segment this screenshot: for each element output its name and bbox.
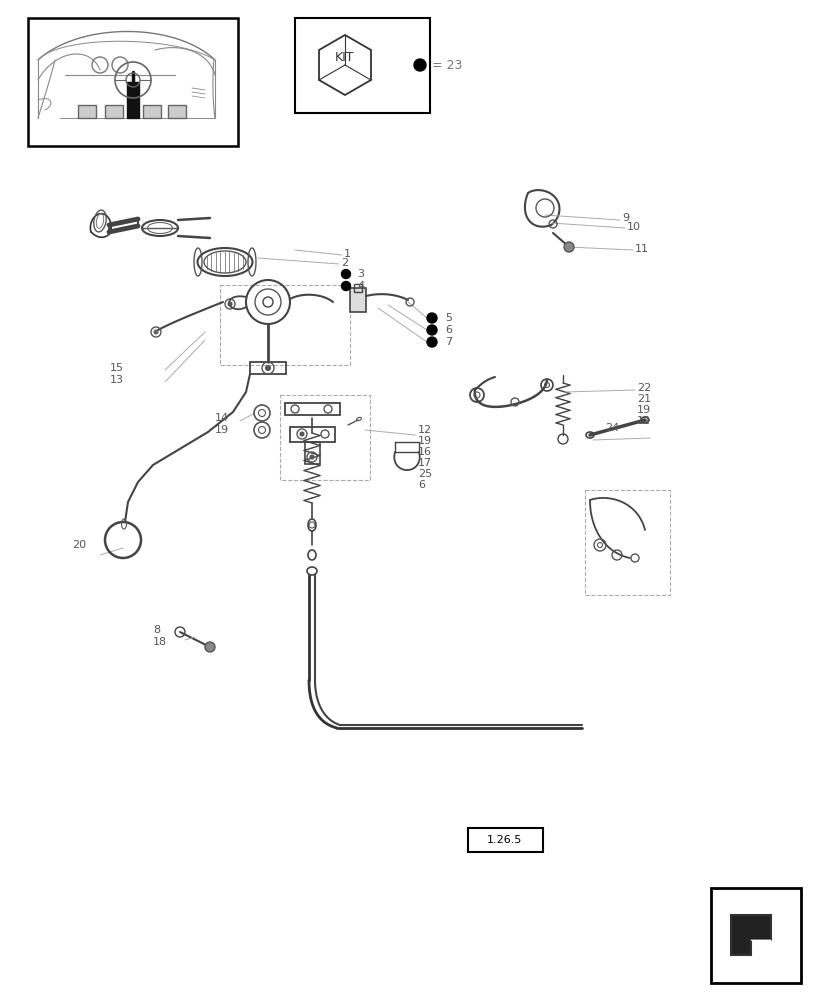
Text: 15: 15 — [110, 363, 124, 373]
Circle shape — [154, 330, 158, 334]
Text: 11: 11 — [634, 244, 648, 254]
Circle shape — [427, 325, 437, 335]
Polygon shape — [750, 940, 770, 955]
Text: 7: 7 — [444, 337, 452, 347]
Circle shape — [299, 432, 304, 436]
Bar — [143, 105, 160, 118]
Text: 8: 8 — [153, 625, 160, 635]
Circle shape — [563, 242, 573, 252]
Bar — [105, 105, 123, 118]
Bar — [585, 490, 669, 595]
Circle shape — [205, 642, 215, 652]
Text: 20: 20 — [72, 540, 86, 550]
Text: KIT: KIT — [335, 51, 354, 64]
Text: 19: 19 — [418, 436, 432, 446]
Text: 14: 14 — [215, 413, 229, 423]
Bar — [28, 18, 237, 146]
Text: 24: 24 — [605, 423, 619, 433]
Text: 6: 6 — [444, 325, 452, 335]
Text: 12: 12 — [418, 425, 432, 435]
Circle shape — [265, 365, 270, 370]
Bar — [127, 82, 139, 118]
Text: 9: 9 — [621, 213, 629, 223]
Text: 12: 12 — [636, 416, 650, 426]
Text: 1: 1 — [343, 249, 351, 259]
Circle shape — [427, 337, 437, 347]
Text: 19: 19 — [636, 405, 650, 415]
Bar — [350, 288, 366, 312]
Circle shape — [309, 455, 313, 459]
Bar — [289, 427, 335, 442]
Text: = 23: = 23 — [432, 59, 461, 72]
Bar — [250, 362, 285, 374]
Bar — [467, 828, 543, 852]
Text: 4: 4 — [356, 281, 364, 291]
Bar — [710, 888, 800, 983]
Polygon shape — [730, 915, 770, 955]
Text: 25: 25 — [418, 469, 432, 479]
Text: 18: 18 — [153, 637, 167, 647]
Bar — [354, 284, 361, 292]
Text: 16: 16 — [418, 447, 432, 457]
Circle shape — [427, 313, 437, 323]
Bar — [220, 285, 350, 365]
Text: 19: 19 — [215, 425, 229, 435]
Bar — [294, 18, 429, 113]
Circle shape — [341, 269, 350, 278]
Text: 5: 5 — [444, 313, 452, 323]
Text: 1.26.5: 1.26.5 — [487, 835, 522, 845]
Circle shape — [227, 302, 232, 306]
Circle shape — [414, 59, 425, 71]
Bar — [304, 442, 319, 464]
Bar — [78, 105, 96, 118]
Bar — [284, 403, 340, 415]
Text: 2: 2 — [341, 258, 347, 268]
Text: 10: 10 — [626, 222, 640, 232]
Bar — [168, 105, 186, 118]
Text: 13: 13 — [110, 375, 124, 385]
Text: 21: 21 — [636, 394, 650, 404]
Circle shape — [341, 282, 350, 290]
Text: 6: 6 — [418, 480, 424, 490]
Text: 3: 3 — [356, 269, 364, 279]
Bar — [280, 395, 370, 480]
Text: 17: 17 — [418, 458, 432, 468]
Text: 22: 22 — [636, 383, 651, 393]
